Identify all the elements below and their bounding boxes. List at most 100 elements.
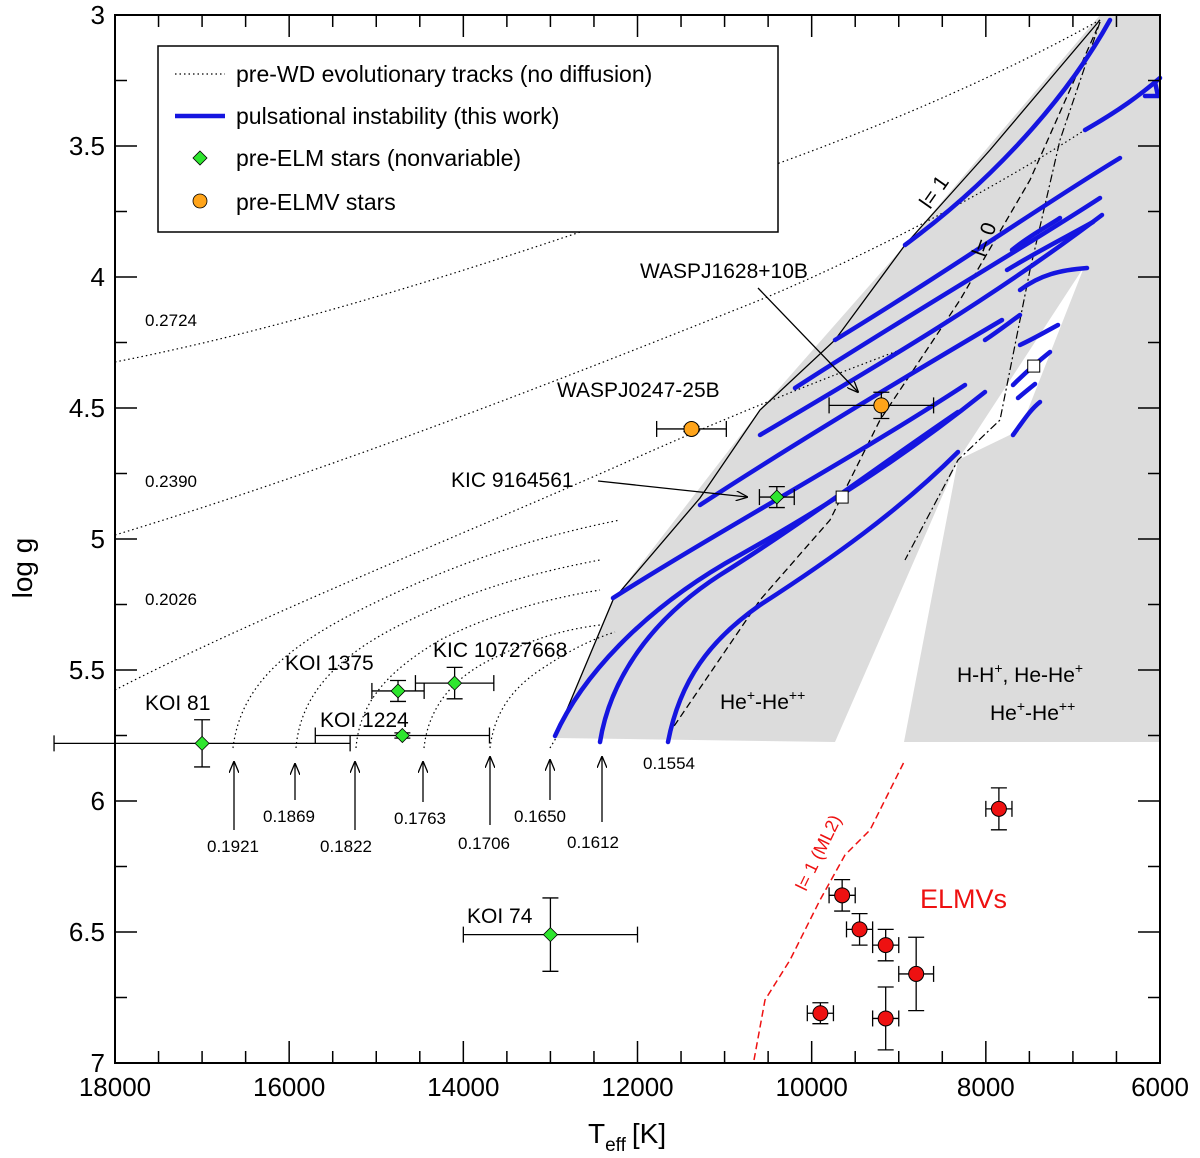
pre-elm-point: [447, 675, 463, 691]
elmv-point: [877, 937, 894, 954]
blue-track-4: [832, 155, 1123, 343]
x-tick-label: 12000: [601, 1072, 673, 1102]
mass-label-0.2724: 0.2724: [145, 311, 197, 330]
track-0.1869: [295, 559, 601, 749]
mass-labels-lower: 0.1921 0.1869 0.1822 0.1763 0.1706 0.165…: [207, 754, 695, 856]
y-tick-label: 4: [91, 262, 105, 292]
mass-label-0.1650: 0.1650: [514, 807, 566, 826]
y-tick-label: 7: [91, 1048, 105, 1078]
legend-label-tracks: pre-WD evolutionary tracks (no diffusion…: [236, 61, 652, 87]
he-region-label: He+-He++: [720, 687, 805, 714]
legend: pre-WD evolutionary tracks (no diffusion…: [157, 45, 779, 233]
track-0.1822: [355, 589, 601, 749]
x-tick-label: 16000: [253, 1072, 325, 1102]
blue-track-19: [1015, 381, 1038, 401]
star-label-wasp1628: WASPJ1628+10B: [640, 260, 808, 283]
star-label-koi-1375: KOI 1375: [285, 652, 374, 675]
wasp1628-pointer: [757, 287, 858, 392]
open-square-point: [1027, 359, 1041, 373]
pre-elmv-point: [873, 397, 890, 414]
y-tick-label: 5.5: [69, 655, 105, 685]
dashdot-boundary-line: [904, 21, 1101, 561]
blue-track-13: [552, 389, 988, 739]
blue-track-7: [697, 317, 1005, 508]
star-label-koi-81: KOI 81: [145, 692, 210, 715]
y-tick-label: 3: [91, 0, 105, 30]
track-0.1650: [549, 737, 557, 749]
legend-label-instability: pulsational instability (this work): [236, 103, 559, 129]
blue-track-5: [792, 195, 1103, 391]
elmvs-label: ELMVs: [920, 884, 1007, 914]
star-label-koi-74: KOI 74: [467, 905, 533, 928]
blue-track-12: [982, 312, 1023, 343]
pre-elm-point: [769, 489, 785, 505]
mass-label-0.1822: 0.1822: [320, 837, 372, 856]
x-tick-label: 14000: [427, 1072, 499, 1102]
axis-titles: log g Teff [K]: [7, 538, 666, 1156]
track-0.1921: [232, 519, 621, 749]
blue-track-11: [610, 382, 968, 601]
mass-labels-upper: 0.2724 0.2390 0.2026: [145, 311, 197, 609]
y-axis-title: log g: [7, 538, 38, 599]
elmv-point: [908, 965, 925, 982]
elmv-point: [834, 887, 851, 904]
track-0.2390: [114, 119, 1101, 536]
track-0.1706: [489, 631, 616, 749]
blue-instability-tracks: [552, 17, 1163, 745]
kic9164561-pointer: [597, 480, 747, 497]
star-label-kic-9164561: KIC 9164561: [451, 469, 574, 492]
y-tick-label: 6: [91, 786, 105, 816]
y-tick-label: 4.5: [69, 393, 105, 423]
legend-label-pre-elm: pre-ELM stars (nonvariable): [236, 145, 521, 171]
blue-track-6: [757, 212, 1105, 438]
mass-label-0.1763: 0.1763: [394, 809, 446, 828]
y-tick-label: 3.5: [69, 131, 105, 161]
ml2-boundary-line: [753, 759, 906, 1061]
pre-elm-point: [542, 927, 558, 943]
mass-label-0.1921: 0.1921: [207, 837, 259, 856]
mass-label-0.1706: 0.1706: [458, 834, 510, 853]
mass-label-0.1612: 0.1612: [567, 833, 619, 852]
elmv-point: [990, 800, 1007, 817]
pre-elm-point: [194, 735, 210, 751]
blue-track-14: [597, 409, 961, 745]
star-label-kic-10727668: KIC 10727668: [433, 639, 567, 662]
pre-elm-point: [390, 683, 406, 699]
track-0.2026: [114, 349, 901, 691]
strip-boundary-lines: [554, 19, 1101, 739]
mass-label-0.2390: 0.2390: [145, 472, 197, 491]
star-label-koi-1224: KOI 1224: [320, 709, 409, 732]
blue-track-9: [1009, 215, 1063, 253]
elmv-point: [812, 1005, 829, 1022]
legend-orange-circle: [192, 193, 208, 209]
track-0.2724: [114, 19, 1101, 363]
mass-label-0.2026: 0.2026: [145, 590, 197, 609]
legend-box: [157, 45, 779, 233]
l0-boundary-line: [667, 21, 1101, 736]
x-tick-label: 18000: [79, 1072, 151, 1102]
h-region-label-line2: He+-He++: [990, 698, 1075, 725]
data-points: [53, 359, 1041, 1051]
ml2-label: l= 1 (ML2): [792, 812, 846, 894]
blue-track-15: [665, 449, 961, 745]
pre-elmv-point: [683, 420, 700, 437]
elmv-point: [877, 1010, 894, 1027]
x-tick-label: 8000: [957, 1072, 1015, 1102]
blue-track-8: [1004, 219, 1096, 273]
evolutionary-tracks: [114, 19, 1101, 749]
blue-track-18: [1010, 399, 1043, 438]
elmv-point: [851, 921, 868, 938]
legend-label-pre-elmv: pre-ELMV stars: [236, 189, 396, 215]
x-tick-label: 6000: [1131, 1072, 1189, 1102]
open-square-point: [835, 490, 849, 504]
y-tick-label: 5: [91, 524, 105, 554]
mass-label-0.1554: 0.1554: [643, 754, 695, 773]
blue-track-10: [1017, 265, 1090, 293]
x-axis-title: Teff [K]: [588, 1118, 666, 1156]
pre-elm-point: [394, 727, 410, 744]
star-label-wasp0247: WASPJ0247-25B: [557, 379, 720, 402]
blue-track-3: [1142, 79, 1161, 99]
legend-green-diamond: [192, 150, 208, 166]
